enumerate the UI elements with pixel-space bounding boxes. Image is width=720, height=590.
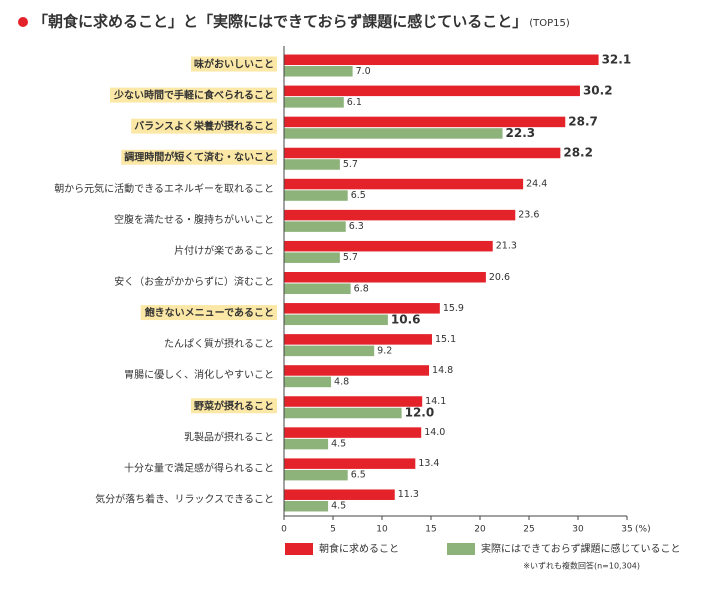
value-label: 21.3 bbox=[496, 241, 517, 252]
bar bbox=[284, 500, 329, 512]
category-label: 片付けが楽であること bbox=[174, 244, 274, 257]
legend-label: 朝食に求めること bbox=[319, 542, 399, 555]
bar bbox=[284, 147, 561, 159]
bar bbox=[284, 314, 388, 326]
x-tick-label: 25 bbox=[523, 525, 534, 535]
bar bbox=[284, 159, 340, 170]
value-label: 11.3 bbox=[398, 489, 419, 500]
bar bbox=[284, 178, 524, 190]
title-bullet bbox=[18, 17, 28, 27]
bar bbox=[284, 283, 351, 294]
value-label: 13.4 bbox=[418, 458, 439, 469]
value-label: 14.1 bbox=[425, 396, 446, 407]
bar bbox=[284, 54, 599, 66]
category-label: 安く（お金がかからずに）済むこと bbox=[114, 275, 274, 288]
x-tick-label: 35 bbox=[621, 525, 632, 535]
value-label: 14.8 bbox=[432, 365, 453, 376]
bar bbox=[284, 407, 402, 419]
category-label: 野菜が摂れること bbox=[194, 399, 274, 412]
category-highlight bbox=[191, 56, 277, 72]
category-label: たんぱく質が摂れること bbox=[164, 337, 274, 350]
bar bbox=[284, 190, 348, 201]
bar bbox=[284, 334, 432, 345]
category-label: バランスよく栄養が摂れること bbox=[134, 120, 274, 133]
value-label: 23.6 bbox=[518, 210, 539, 221]
bar bbox=[284, 221, 346, 232]
value-label: 6.1 bbox=[347, 97, 362, 108]
value-label: 5.7 bbox=[343, 159, 358, 170]
bar bbox=[284, 252, 340, 263]
x-unit: (%) bbox=[635, 525, 651, 535]
x-tick-label: 30 bbox=[572, 525, 584, 535]
value-label: 15.1 bbox=[435, 334, 456, 345]
x-tick-label: 10 bbox=[376, 525, 388, 535]
legend-label: 実際にはできておらず課題に感じていること bbox=[481, 542, 681, 555]
value-label: 32.1 bbox=[602, 52, 632, 66]
bar bbox=[284, 469, 348, 481]
category-highlight bbox=[121, 149, 277, 165]
category-label: 空腹を満たせる・腹持ちがいいこと bbox=[114, 213, 274, 226]
category-label: 朝から元気に活動できるエネルギーを取れること bbox=[54, 182, 274, 195]
legend-swatch bbox=[285, 543, 313, 555]
bar bbox=[284, 365, 430, 376]
category-label: 気分が落ち着き、リラックスできること bbox=[95, 492, 274, 505]
value-label: 6.5 bbox=[351, 190, 366, 201]
value-label: 10.6 bbox=[391, 312, 421, 326]
bar bbox=[284, 458, 416, 469]
x-tick-label: 15 bbox=[425, 525, 436, 535]
category-label: 調理時間が短くて済む・ないこと bbox=[124, 151, 274, 164]
category-label: 味がおいしいこと bbox=[194, 58, 274, 71]
value-label: 6.3 bbox=[349, 221, 364, 232]
title-suffix: (TOP15) bbox=[529, 18, 570, 29]
x-tick-label: 5 bbox=[330, 525, 336, 535]
bar bbox=[284, 272, 486, 283]
category-label: 乳製品が摂れること bbox=[184, 430, 274, 443]
bar bbox=[284, 376, 332, 388]
bar bbox=[284, 438, 329, 450]
x-tick-label: 20 bbox=[474, 525, 486, 535]
bar bbox=[284, 66, 353, 77]
value-label: 28.2 bbox=[563, 145, 593, 159]
bar bbox=[284, 240, 493, 252]
value-label: 20.6 bbox=[489, 272, 510, 283]
bar bbox=[284, 345, 375, 357]
category-highlight bbox=[110, 87, 277, 103]
value-label: 30.2 bbox=[583, 83, 613, 97]
value-label: 5.7 bbox=[343, 252, 358, 263]
bar bbox=[284, 85, 580, 97]
bar bbox=[284, 116, 566, 128]
bar bbox=[284, 97, 344, 108]
value-label: 22.3 bbox=[506, 126, 536, 140]
bar bbox=[284, 209, 516, 221]
value-label: 4.5 bbox=[331, 501, 346, 512]
category-label: 少ない時間で手軽に食べられること bbox=[113, 89, 274, 102]
category-label: 飽きないメニューであること bbox=[144, 306, 274, 319]
bar bbox=[284, 489, 395, 500]
value-label: 12.0 bbox=[405, 406, 435, 420]
value-label: 4.5 bbox=[331, 439, 346, 450]
category-label: 十分な量で満足感が得られること bbox=[124, 461, 274, 474]
value-label: 14.0 bbox=[424, 427, 445, 438]
legend-swatch bbox=[447, 543, 475, 555]
value-label: 15.9 bbox=[443, 303, 464, 314]
value-label: 24.4 bbox=[526, 179, 547, 190]
bar bbox=[284, 427, 422, 438]
bar bbox=[284, 128, 503, 139]
value-label: 6.5 bbox=[351, 470, 366, 481]
value-label: 7.0 bbox=[356, 66, 371, 77]
value-label: 4.8 bbox=[334, 376, 349, 387]
category-highlight bbox=[191, 398, 277, 414]
category-label: 胃腸に優しく、消化しやすいこと bbox=[124, 368, 274, 381]
bar bbox=[284, 303, 440, 314]
category-highlight bbox=[140, 305, 277, 321]
x-tick-label: 0 bbox=[281, 525, 287, 535]
chart-title: 「朝食に求めること」と「実際にはできておらず課題に感じていること」 bbox=[33, 13, 527, 31]
bar bbox=[284, 396, 423, 407]
category-highlight bbox=[131, 118, 277, 134]
value-label: 9.2 bbox=[377, 345, 392, 356]
note: ※いずれも複数回答(n=10,304) bbox=[523, 561, 640, 571]
value-label: 28.7 bbox=[568, 114, 598, 128]
value-label: 6.8 bbox=[354, 283, 369, 294]
